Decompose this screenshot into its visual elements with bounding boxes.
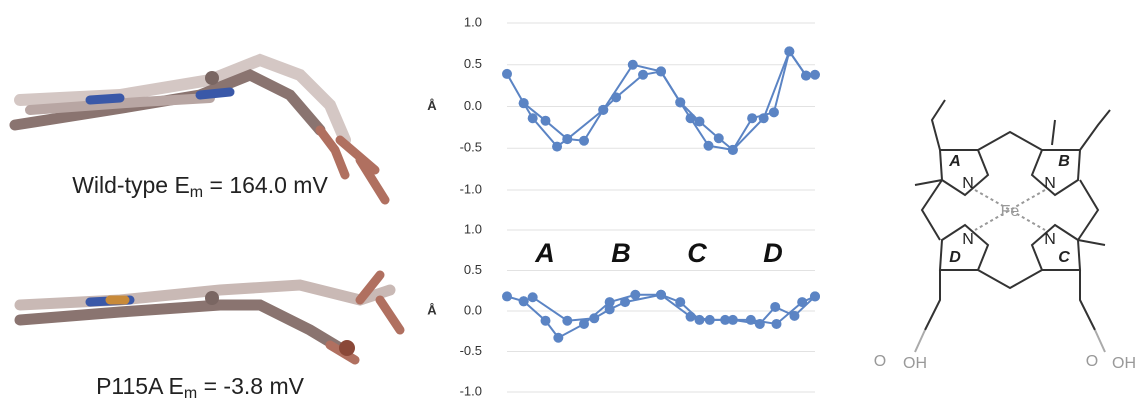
data-point: [589, 313, 599, 323]
annotation: A: [534, 238, 555, 268]
data-point: [810, 70, 820, 80]
y-tick-label: -1.0: [460, 383, 482, 398]
y-tick-label: 0.0: [464, 302, 482, 317]
data-point: [810, 291, 820, 301]
annotation: B: [611, 238, 631, 268]
caption-subscript: m: [184, 385, 197, 402]
data-point: [747, 113, 757, 123]
data-point: [656, 290, 666, 300]
data-point: [695, 117, 705, 127]
data-point: [552, 142, 562, 152]
data-point: [579, 136, 589, 146]
data-point: [598, 105, 608, 115]
data-point: [502, 291, 512, 301]
data-point: [728, 145, 738, 155]
data-point: [656, 66, 666, 76]
data-point: [638, 70, 648, 80]
data-point: [705, 315, 715, 325]
data-point: [611, 92, 621, 102]
data-point: [628, 60, 638, 70]
data-point: [528, 292, 538, 302]
data-point: [605, 304, 615, 314]
y-tick-label: 0.5: [464, 262, 482, 277]
series-line: [507, 51, 806, 150]
caption-rest: = 164.0 mV: [203, 172, 328, 198]
ring-label: C: [1058, 249, 1070, 266]
data-point: [728, 315, 738, 325]
caption-text: P115A E: [96, 373, 184, 399]
data-point: [675, 97, 685, 107]
nitrogen-label: N: [962, 231, 974, 248]
y-tick-label: 0.5: [464, 56, 482, 71]
caption: Wild-type Em = 164.0 mV: [72, 172, 328, 201]
p115a-structure: [20, 275, 400, 360]
series-line: [507, 295, 815, 338]
wild-type-structure: [15, 60, 385, 200]
data-point: [801, 71, 811, 81]
data-point: [714, 133, 724, 143]
metal-label: Fe: [1001, 203, 1020, 220]
data-point: [770, 302, 780, 312]
data-point: [784, 46, 794, 56]
data-point: [789, 311, 799, 321]
nitrogen-label: N: [1044, 175, 1056, 192]
y-tick-label: 0.0: [464, 98, 482, 113]
data-point: [502, 69, 512, 79]
data-point: [528, 113, 538, 123]
data-point: [769, 107, 779, 117]
data-point: [541, 316, 551, 326]
y-tick-label: -0.5: [460, 140, 482, 155]
y-tick-label: 1.0: [464, 221, 482, 236]
nitrogen-label: N: [1044, 231, 1056, 248]
data-point: [541, 116, 551, 126]
hydroxyl-label: OH: [903, 355, 927, 372]
figure: -1.0 -0.5 0.0 0.5 1.0 Å -1.0 -0.5 0.0 0.5 1.0 Å A B C D…: [0, 0, 1140, 407]
hydroxyl-label: OH: [1112, 355, 1136, 372]
annotation: D: [763, 238, 783, 268]
y-tick-label: -1.0: [460, 181, 482, 196]
data-point: [519, 296, 529, 306]
data-point: [562, 134, 572, 144]
annotation: C: [687, 238, 707, 268]
oxygen-label: O: [874, 353, 886, 370]
caption: P115A Em = -3.8 mV: [96, 373, 305, 402]
data-point: [695, 315, 705, 325]
data-point: [620, 297, 630, 307]
nitrogen-label: N: [962, 175, 974, 192]
y-tick-label: -0.5: [460, 343, 482, 358]
data-point: [686, 312, 696, 322]
caption-text: Wild-type E: [72, 172, 190, 198]
data-point: [755, 319, 765, 329]
y-tick-label: 1.0: [464, 14, 482, 29]
y-axis-label: Å: [427, 98, 437, 113]
caption-rest: = -3.8 mV: [197, 373, 304, 399]
y-axis-label: Å: [427, 302, 437, 317]
caption-subscript: m: [190, 184, 203, 201]
ring-label: B: [1058, 153, 1070, 170]
data-point: [562, 316, 572, 326]
oxygen-label: O: [1086, 353, 1098, 370]
data-point: [553, 333, 563, 343]
heme-skeleton: [915, 100, 1110, 352]
ring-label: A: [948, 153, 961, 170]
data-point: [703, 141, 713, 151]
data-point: [772, 319, 782, 329]
ring-label: D: [949, 249, 961, 266]
data-point: [519, 98, 529, 108]
